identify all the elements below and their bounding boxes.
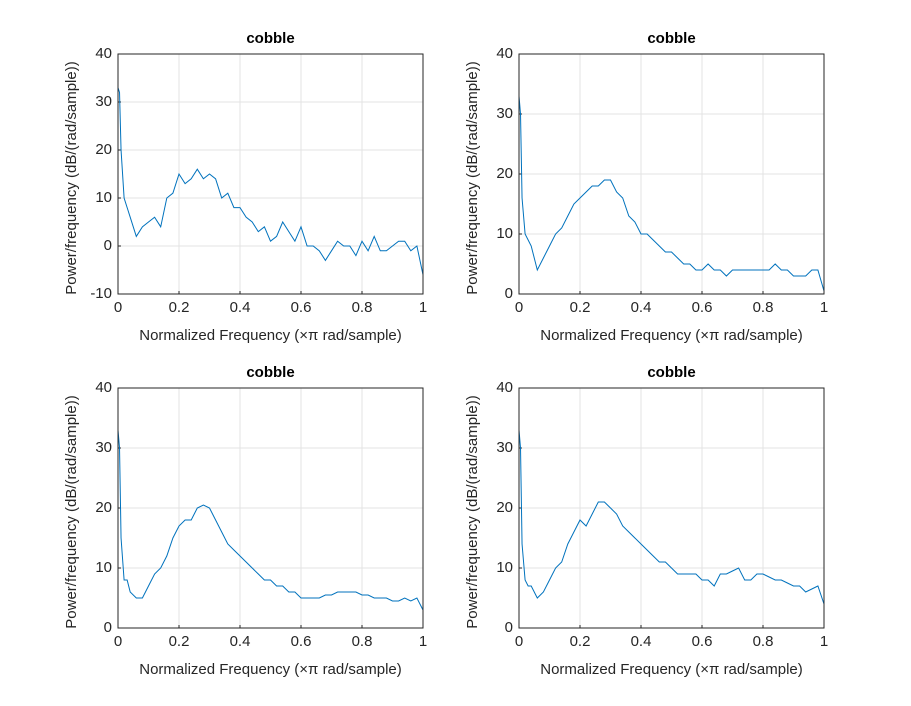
- x-tick-label: 0.6: [291, 633, 312, 650]
- x-tick-label: 0.8: [753, 299, 774, 316]
- axes-box: [117, 53, 424, 295]
- y-axis-label: Power/frequency (dB/(rad/sample)): [63, 395, 80, 628]
- y-tick-label: 10: [496, 225, 513, 242]
- y-tick-label: 30: [496, 105, 513, 122]
- x-tick-label: 0.4: [230, 299, 251, 316]
- x-tick-label: 0.2: [570, 299, 591, 316]
- y-tick-label: 40: [95, 379, 112, 396]
- chart-title: cobble: [246, 364, 294, 381]
- y-tick-label: 30: [496, 439, 513, 456]
- x-tick-label: 1: [419, 299, 427, 316]
- line: [117, 87, 424, 275]
- x-tick-label: 1: [820, 299, 828, 316]
- x-tick-label: 1: [820, 633, 828, 650]
- x-tick-label: 0.8: [352, 299, 373, 316]
- subplot: 0 0.2 0.4 0.6 0.8 1010203040cobbleNormalized …: [464, 30, 828, 344]
- y-tick-label: -10: [90, 285, 112, 302]
- axes-box: [117, 387, 424, 629]
- x-tick-label: 0: [515, 299, 523, 316]
- line: [518, 429, 825, 605]
- y-tick-label: 0: [104, 237, 112, 254]
- chart-title: cobble: [647, 30, 695, 47]
- y-tick-label: 10: [496, 559, 513, 576]
- x-tick-label: 0.2: [570, 633, 591, 650]
- x-axis-label: Normalized Frequency (×π rad/sample): [540, 327, 803, 344]
- x-tick-label: 0.6: [291, 299, 312, 316]
- x-axis-label: Normalized Frequency (×π rad/sample): [139, 661, 402, 678]
- x-tick-label: 0.4: [631, 299, 652, 316]
- subplot: 0 0.2 0.4 0.6 0.8 1-10010203040cobbleNormaliz…: [63, 30, 427, 344]
- y-axis-label: Power/frequency (dB/(rad/sample)): [464, 61, 481, 294]
- y-tick-label: 40: [496, 379, 513, 396]
- x-tick-label: 0.4: [230, 633, 251, 650]
- x-axis-label: Normalized Frequency (×π rad/sample): [540, 661, 803, 678]
- line: [518, 95, 825, 292]
- y-tick-label: 20: [95, 141, 112, 158]
- x-tick-label: 0.2: [169, 299, 190, 316]
- plot-area: [118, 54, 423, 294]
- subplot: 0 0.2 0.4 0.6 0.8 1010203040cobbleNormalized …: [464, 364, 828, 678]
- x-axis-label: Normalized Frequency (×π rad/sample): [139, 327, 402, 344]
- y-tick-label: 10: [95, 189, 112, 206]
- y-tick-label: 40: [95, 45, 112, 62]
- chart-title: cobble: [647, 364, 695, 381]
- x-tick-label: 0.8: [753, 633, 774, 650]
- x-tick-label: 0.6: [692, 299, 713, 316]
- y-tick-label: 30: [95, 93, 112, 110]
- y-tick-label: 10: [95, 559, 112, 576]
- y-tick-label: 20: [95, 499, 112, 516]
- y-axis-label: Power/frequency (dB/(rad/sample)): [63, 61, 80, 294]
- x-tick-label: 0.8: [352, 633, 373, 650]
- y-tick-label: 0: [505, 619, 513, 636]
- chart-title: cobble: [246, 30, 294, 47]
- x-tick-label: 0: [114, 299, 122, 316]
- y-tick-label: 40: [496, 45, 513, 62]
- subplot: 0 0.2 0.4 0.6 0.8 1010203040cobbleNormalized …: [63, 364, 427, 678]
- line: [117, 429, 424, 611]
- x-tick-label: 0: [114, 633, 122, 650]
- x-tick-label: 1: [419, 633, 427, 650]
- x-tick-label: 0: [515, 633, 523, 650]
- y-tick-label: 0: [505, 285, 513, 302]
- y-tick-label: 30: [95, 439, 112, 456]
- x-tick-label: 0.6: [692, 633, 713, 650]
- y-tick-label: 20: [496, 165, 513, 182]
- x-tick-label: 0.4: [631, 633, 652, 650]
- x-tick-label: 0.2: [169, 633, 190, 650]
- y-axis-label: Power/frequency (dB/(rad/sample)): [464, 395, 481, 628]
- axes-box: [518, 53, 825, 295]
- y-tick-label: 0: [104, 619, 112, 636]
- y-tick-label: 20: [496, 499, 513, 516]
- axes-box: [518, 387, 825, 629]
